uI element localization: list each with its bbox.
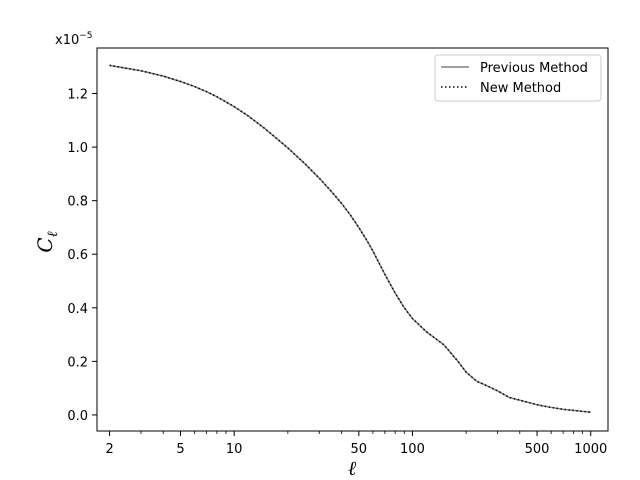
y-tick-label: 1.2 bbox=[67, 88, 88, 103]
y-scale-factor: x10−5 bbox=[55, 31, 93, 48]
x-tick-label: 500 bbox=[525, 442, 550, 457]
x-axis-ticks: 2 5 10 50 100 500 1000 bbox=[105, 431, 607, 457]
legend-label-new-method: New Method bbox=[480, 81, 561, 96]
x-tick-label: 10 bbox=[226, 442, 243, 457]
legend-label-previous-method: Previous Method bbox=[480, 61, 588, 76]
y-tick-label: 0.8 bbox=[67, 195, 88, 210]
y-tick-label: 0.0 bbox=[67, 409, 88, 424]
series-line-new-method bbox=[109, 64, 591, 413]
x-tick-label: 2 bbox=[105, 442, 113, 457]
y-scale-factor-base: x10 bbox=[55, 33, 79, 48]
x-tick-label: 5 bbox=[176, 442, 184, 457]
y-tick-label: 0.2 bbox=[67, 355, 88, 370]
x-tick-label: 50 bbox=[351, 442, 368, 457]
plot-frame bbox=[96, 47, 609, 432]
y-axis-ticks: 0.0 0.2 0.4 0.6 0.8 1.0 1.2 bbox=[67, 88, 97, 424]
y-axis-label-main: C bbox=[33, 237, 57, 252]
legend: Previous Method New Method bbox=[434, 54, 602, 102]
series-line-previous-method bbox=[109, 64, 591, 413]
y-axis-label-sub: ℓ bbox=[45, 231, 61, 237]
x-tick-label: 1000 bbox=[574, 442, 607, 457]
series-layer bbox=[109, 64, 591, 413]
y-tick-label: 0.4 bbox=[67, 302, 88, 317]
legend-box bbox=[434, 54, 602, 102]
y-axis-label: Cℓ bbox=[33, 231, 61, 252]
x-axis-label: ℓ bbox=[348, 456, 357, 480]
y-tick-label: 1.0 bbox=[67, 141, 88, 156]
y-tick-label: 0.6 bbox=[67, 248, 88, 263]
y-scale-factor-exponent: −5 bbox=[79, 31, 92, 41]
x-tick-label: 100 bbox=[400, 442, 425, 457]
